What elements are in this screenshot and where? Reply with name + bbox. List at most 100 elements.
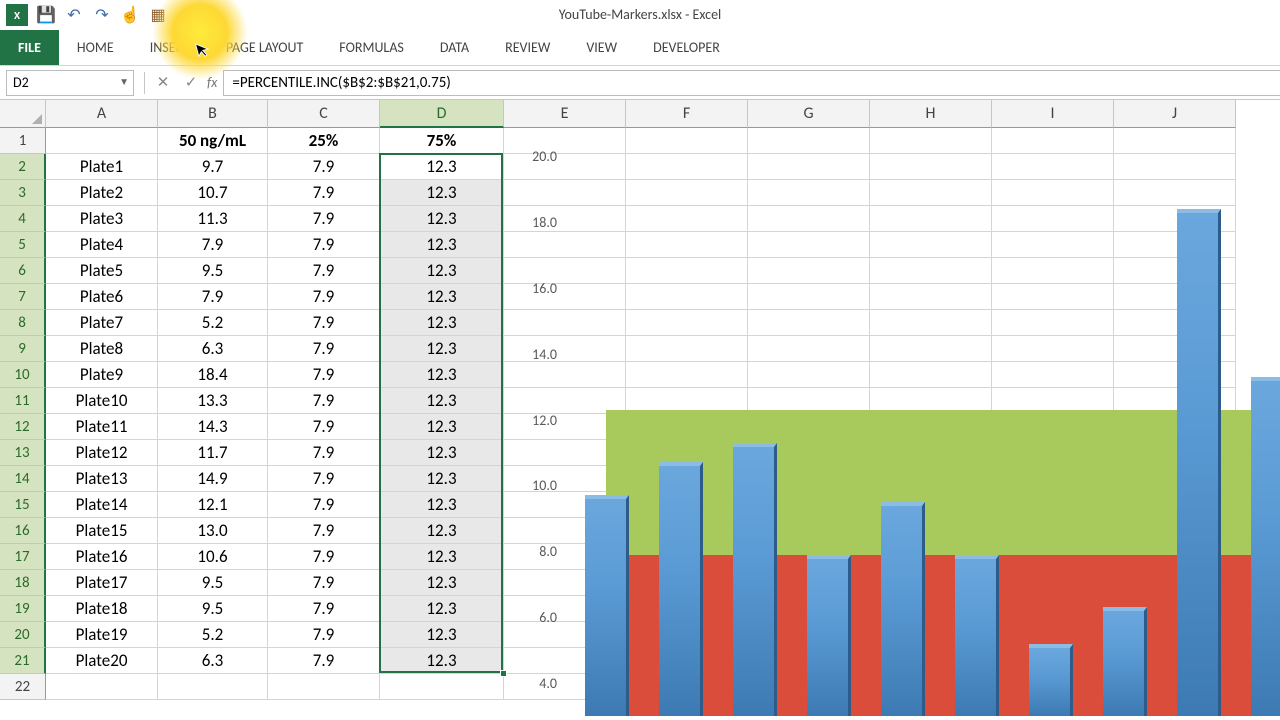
cell[interactable]: 7.9 bbox=[268, 336, 380, 362]
cell[interactable]: 7.9 bbox=[268, 206, 380, 232]
row-header[interactable]: 15 bbox=[0, 492, 46, 518]
qat-more-icon[interactable]: ▾ bbox=[176, 5, 196, 25]
cell[interactable] bbox=[870, 336, 992, 362]
cell[interactable]: 7.9 bbox=[268, 648, 380, 674]
cell[interactable] bbox=[504, 180, 626, 206]
cell[interactable]: 12.3 bbox=[380, 596, 504, 622]
ribbon-tab-home[interactable]: HOME bbox=[59, 30, 132, 65]
cell[interactable] bbox=[748, 206, 870, 232]
cell[interactable] bbox=[992, 258, 1114, 284]
cell[interactable] bbox=[992, 128, 1114, 154]
cell[interactable]: 75% bbox=[380, 128, 504, 154]
ribbon-tab-developer[interactable]: DEVELOPER bbox=[635, 30, 738, 65]
cell[interactable]: 7.9 bbox=[268, 232, 380, 258]
row-header[interactable]: 21 bbox=[0, 648, 46, 674]
cell[interactable] bbox=[992, 310, 1114, 336]
ribbon-tab-view[interactable]: VIEW bbox=[568, 30, 635, 65]
cell[interactable]: Plate2 bbox=[46, 180, 158, 206]
column-header-I[interactable]: I bbox=[992, 100, 1114, 128]
cell[interactable]: 11.3 bbox=[158, 206, 268, 232]
cell[interactable]: 12.3 bbox=[380, 648, 504, 674]
cell[interactable] bbox=[870, 310, 992, 336]
row-header[interactable]: 1 bbox=[0, 128, 46, 154]
cell[interactable]: Plate12 bbox=[46, 440, 158, 466]
cell[interactable]: 7.9 bbox=[268, 154, 380, 180]
row-header[interactable]: 20 bbox=[0, 622, 46, 648]
cell[interactable]: Plate10 bbox=[46, 388, 158, 414]
cell[interactable]: 14.9 bbox=[158, 466, 268, 492]
row-header[interactable]: 22 bbox=[0, 674, 46, 700]
redo-icon[interactable]: ↷ bbox=[92, 5, 112, 25]
cell[interactable]: 10.7 bbox=[158, 180, 268, 206]
cell[interactable] bbox=[268, 674, 380, 700]
formula-input[interactable]: =PERCENTILE.INC($B$2:$B$21,0.75) bbox=[223, 70, 1280, 96]
cell[interactable] bbox=[870, 362, 992, 388]
row-header[interactable]: 19 bbox=[0, 596, 46, 622]
cell[interactable] bbox=[626, 154, 748, 180]
cell[interactable]: 7.9 bbox=[268, 570, 380, 596]
cell[interactable]: Plate19 bbox=[46, 622, 158, 648]
cell[interactable] bbox=[870, 232, 992, 258]
cell[interactable]: Plate14 bbox=[46, 492, 158, 518]
cell[interactable]: Plate15 bbox=[46, 518, 158, 544]
cell[interactable]: 12.3 bbox=[380, 518, 504, 544]
ribbon-tab-page-layout[interactable]: PAGE LAYOUT bbox=[208, 30, 321, 65]
cell[interactable]: 12.3 bbox=[380, 440, 504, 466]
cell[interactable] bbox=[158, 674, 268, 700]
cell[interactable]: Plate11 bbox=[46, 414, 158, 440]
cell[interactable] bbox=[626, 206, 748, 232]
row-header[interactable]: 16 bbox=[0, 518, 46, 544]
cell[interactable] bbox=[626, 232, 748, 258]
cell[interactable]: 12.3 bbox=[380, 362, 504, 388]
name-box[interactable]: D2 ▼ bbox=[6, 70, 134, 96]
row-header[interactable]: 5 bbox=[0, 232, 46, 258]
cell[interactable] bbox=[870, 258, 992, 284]
cell[interactable]: Plate9 bbox=[46, 362, 158, 388]
row-header[interactable]: 14 bbox=[0, 466, 46, 492]
ribbon-tab-formulas[interactable]: FORMULAS bbox=[321, 30, 422, 65]
cell[interactable]: 12.1 bbox=[158, 492, 268, 518]
column-header-C[interactable]: C bbox=[268, 100, 380, 128]
cell[interactable] bbox=[992, 232, 1114, 258]
cell[interactable]: 12.3 bbox=[380, 414, 504, 440]
cell[interactable]: 7.9 bbox=[268, 440, 380, 466]
cell[interactable]: 7.9 bbox=[268, 388, 380, 414]
row-header[interactable]: 9 bbox=[0, 336, 46, 362]
column-header-H[interactable]: H bbox=[870, 100, 992, 128]
cell[interactable]: 7.9 bbox=[268, 466, 380, 492]
cell[interactable]: 9.7 bbox=[158, 154, 268, 180]
cell[interactable]: Plate20 bbox=[46, 648, 158, 674]
cell[interactable]: 9.5 bbox=[158, 570, 268, 596]
cell[interactable] bbox=[626, 180, 748, 206]
select-all-corner[interactable] bbox=[0, 100, 46, 128]
cell[interactable] bbox=[748, 128, 870, 154]
cell[interactable] bbox=[992, 284, 1114, 310]
cell[interactable]: 50 ng/mL bbox=[158, 128, 268, 154]
cell[interactable]: 25% bbox=[268, 128, 380, 154]
cell[interactable] bbox=[992, 362, 1114, 388]
cell[interactable]: 10.6 bbox=[158, 544, 268, 570]
cell[interactable]: 7.9 bbox=[158, 232, 268, 258]
cell[interactable] bbox=[870, 206, 992, 232]
cell[interactable]: 12.3 bbox=[380, 232, 504, 258]
name-box-dropdown-icon[interactable]: ▼ bbox=[119, 75, 129, 88]
cell[interactable]: Plate18 bbox=[46, 596, 158, 622]
cell[interactable] bbox=[626, 310, 748, 336]
cell[interactable]: 12.3 bbox=[380, 206, 504, 232]
table-icon[interactable]: ▦ bbox=[148, 5, 168, 25]
cell[interactable]: 7.9 bbox=[268, 596, 380, 622]
row-header[interactable]: 10 bbox=[0, 362, 46, 388]
cell[interactable]: 12.3 bbox=[380, 466, 504, 492]
column-header-F[interactable]: F bbox=[626, 100, 748, 128]
cell[interactable]: 12.3 bbox=[380, 284, 504, 310]
cell[interactable] bbox=[870, 284, 992, 310]
cell[interactable]: 12.3 bbox=[380, 622, 504, 648]
cell[interactable] bbox=[748, 258, 870, 284]
cell[interactable]: 7.9 bbox=[268, 180, 380, 206]
cell[interactable]: Plate5 bbox=[46, 258, 158, 284]
cell[interactable]: 7.9 bbox=[158, 284, 268, 310]
cell[interactable]: 12.3 bbox=[380, 154, 504, 180]
cell[interactable]: 12.3 bbox=[380, 544, 504, 570]
cell[interactable]: 5.2 bbox=[158, 310, 268, 336]
column-header-E[interactable]: E bbox=[504, 100, 626, 128]
